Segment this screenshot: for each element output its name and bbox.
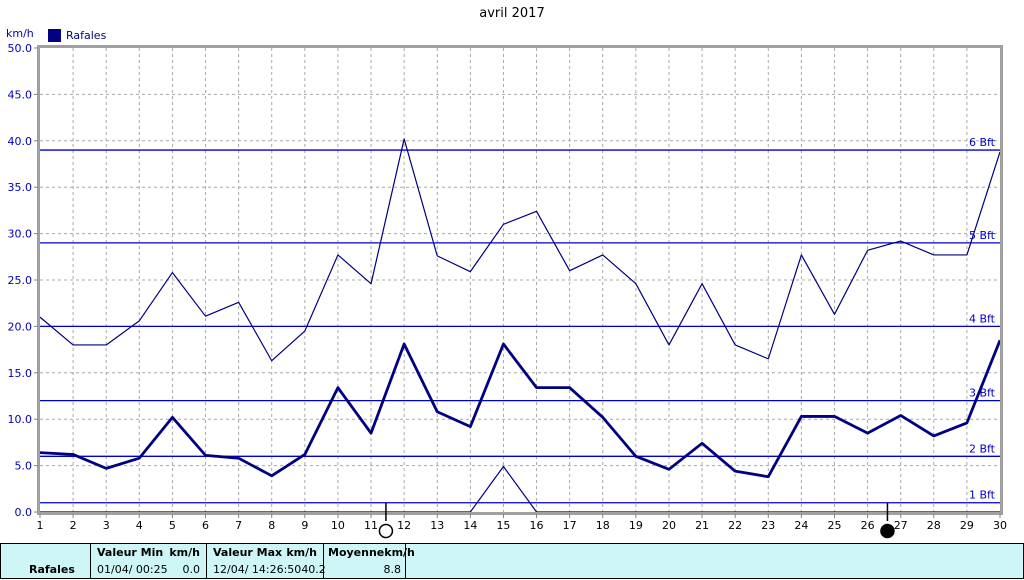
full-moon-marker-icon xyxy=(378,503,394,539)
y-tick-label: 10.0 xyxy=(8,413,33,426)
table-cell-min: Valeur Min km/h 01/04/ 00:25 0.0 xyxy=(90,544,206,578)
max-value: 40.2 xyxy=(301,563,326,576)
table-cell-empty xyxy=(405,544,1023,578)
x-tick-label: 27 xyxy=(894,519,908,532)
x-tick-label: 8 xyxy=(268,519,275,532)
x-tick-label: 26 xyxy=(861,519,875,532)
y-tick-label: 30.0 xyxy=(8,228,33,241)
x-tick-label: 6 xyxy=(202,519,209,532)
x-tick-label: 25 xyxy=(827,519,841,532)
y-tick-label: 5.0 xyxy=(15,460,33,473)
x-tick-label: 17 xyxy=(563,519,577,532)
rafales-min-thin-line xyxy=(40,465,1000,513)
max-header: Valeur Max xyxy=(213,546,283,559)
summary-table: Rafales Valeur Min km/h 01/04/ 00:25 0.0… xyxy=(0,543,1024,579)
x-tick-label: 3 xyxy=(103,519,110,532)
beaufort-lines: 1 Bft 2 Bft 3 Bft 4 Bft 5 Bft 6 Bft xyxy=(40,136,1003,504)
y-axis: 50.0 45.0 40.0 35.0 30.0 25.0 20.0 15.0 10.0 5.0 0… xyxy=(8,42,38,519)
table-cell-max: Valeur Max km/h 12/04/ 14:26:50 40.2 xyxy=(206,544,326,578)
y-tick-label: 45.0 xyxy=(8,88,33,101)
x-tick-label: 23 xyxy=(761,519,775,532)
x-tick-label: 1 xyxy=(37,519,44,532)
x-tick-label: 28 xyxy=(927,519,941,532)
y-tick-label: 20.0 xyxy=(8,320,33,333)
legend-label: Rafales xyxy=(66,29,107,42)
beaufort-label: 4 Bft xyxy=(969,312,996,325)
beaufort-label: 1 Bft xyxy=(969,489,996,502)
plot-frame xyxy=(37,45,1003,515)
x-tick-label: 24 xyxy=(794,519,808,532)
legend-swatch xyxy=(48,29,61,42)
beaufort-label: 2 Bft xyxy=(969,442,996,455)
new-moon-marker-icon xyxy=(880,503,895,539)
x-tick-label: 7 xyxy=(235,519,242,532)
table-cell-series: Rafales xyxy=(1,544,90,578)
x-tick-label: 5 xyxy=(169,519,176,532)
y-tick-label: 35.0 xyxy=(8,181,33,194)
y-tick-label: 40.0 xyxy=(8,135,33,148)
mean-value: 8.8 xyxy=(383,563,402,576)
x-tick-label: 21 xyxy=(695,519,709,532)
mean-header: Moyenne xyxy=(328,546,385,559)
min-unit: km/h xyxy=(169,546,200,559)
x-tick-label: 2 xyxy=(70,519,77,532)
legend: Rafales xyxy=(48,29,106,42)
x-tick-label: 29 xyxy=(960,519,974,532)
series-name-label: Rafales xyxy=(29,563,75,576)
beaufort-label: 3 Bft xyxy=(969,387,996,400)
chart-title: avril 2017 xyxy=(479,6,545,21)
gridlines xyxy=(40,48,1000,512)
table-cell-mean: Moyenne km/h 8.8 xyxy=(323,544,415,578)
y-tick-label: 15.0 xyxy=(8,367,33,380)
x-tick-label: 13 xyxy=(430,519,444,532)
beaufort-label: 6 Bft xyxy=(969,136,996,149)
y-tick-label: 25.0 xyxy=(8,274,33,287)
min-header: Valeur Min xyxy=(97,546,164,559)
x-tick-label: 22 xyxy=(728,519,742,532)
x-tick-label: 11 xyxy=(364,519,378,532)
beaufort-label: 5 Bft xyxy=(969,229,996,242)
max-datetime: 12/04/ 14:26:50 xyxy=(213,563,302,576)
x-tick-label: 30 xyxy=(993,519,1007,532)
x-tick-label: 20 xyxy=(662,519,676,532)
rafales-moyenne-thick-line xyxy=(39,339,1002,479)
y-tick-label: 50.0 xyxy=(8,42,33,55)
x-tick-label: 14 xyxy=(463,519,477,532)
x-tick-label: 4 xyxy=(136,519,143,532)
x-tick-label: 18 xyxy=(596,519,610,532)
min-value: 0.0 xyxy=(182,563,201,576)
x-tick-label: 9 xyxy=(301,519,308,532)
x-tick-label: 10 xyxy=(331,519,345,532)
max-unit: km/h xyxy=(286,546,317,559)
y-tick-label: 0.0 xyxy=(15,506,33,519)
x-axis: 1 2 3 4 5 6 7 8 9 10 11 12 13 14 15 16 17 18 19 20 21 22 23 24 2… xyxy=(37,514,1007,532)
x-tick-label: 19 xyxy=(629,519,643,532)
mean-unit: km/h xyxy=(384,546,415,559)
x-tick-label: 16 xyxy=(530,519,544,532)
x-tick-label: 12 xyxy=(397,519,411,532)
rafales-max-thin-line xyxy=(39,138,1001,362)
min-datetime: 01/04/ 00:25 xyxy=(97,563,168,576)
x-tick-label: 15 xyxy=(496,519,510,532)
y-axis-unit-label: km/h xyxy=(6,27,34,40)
